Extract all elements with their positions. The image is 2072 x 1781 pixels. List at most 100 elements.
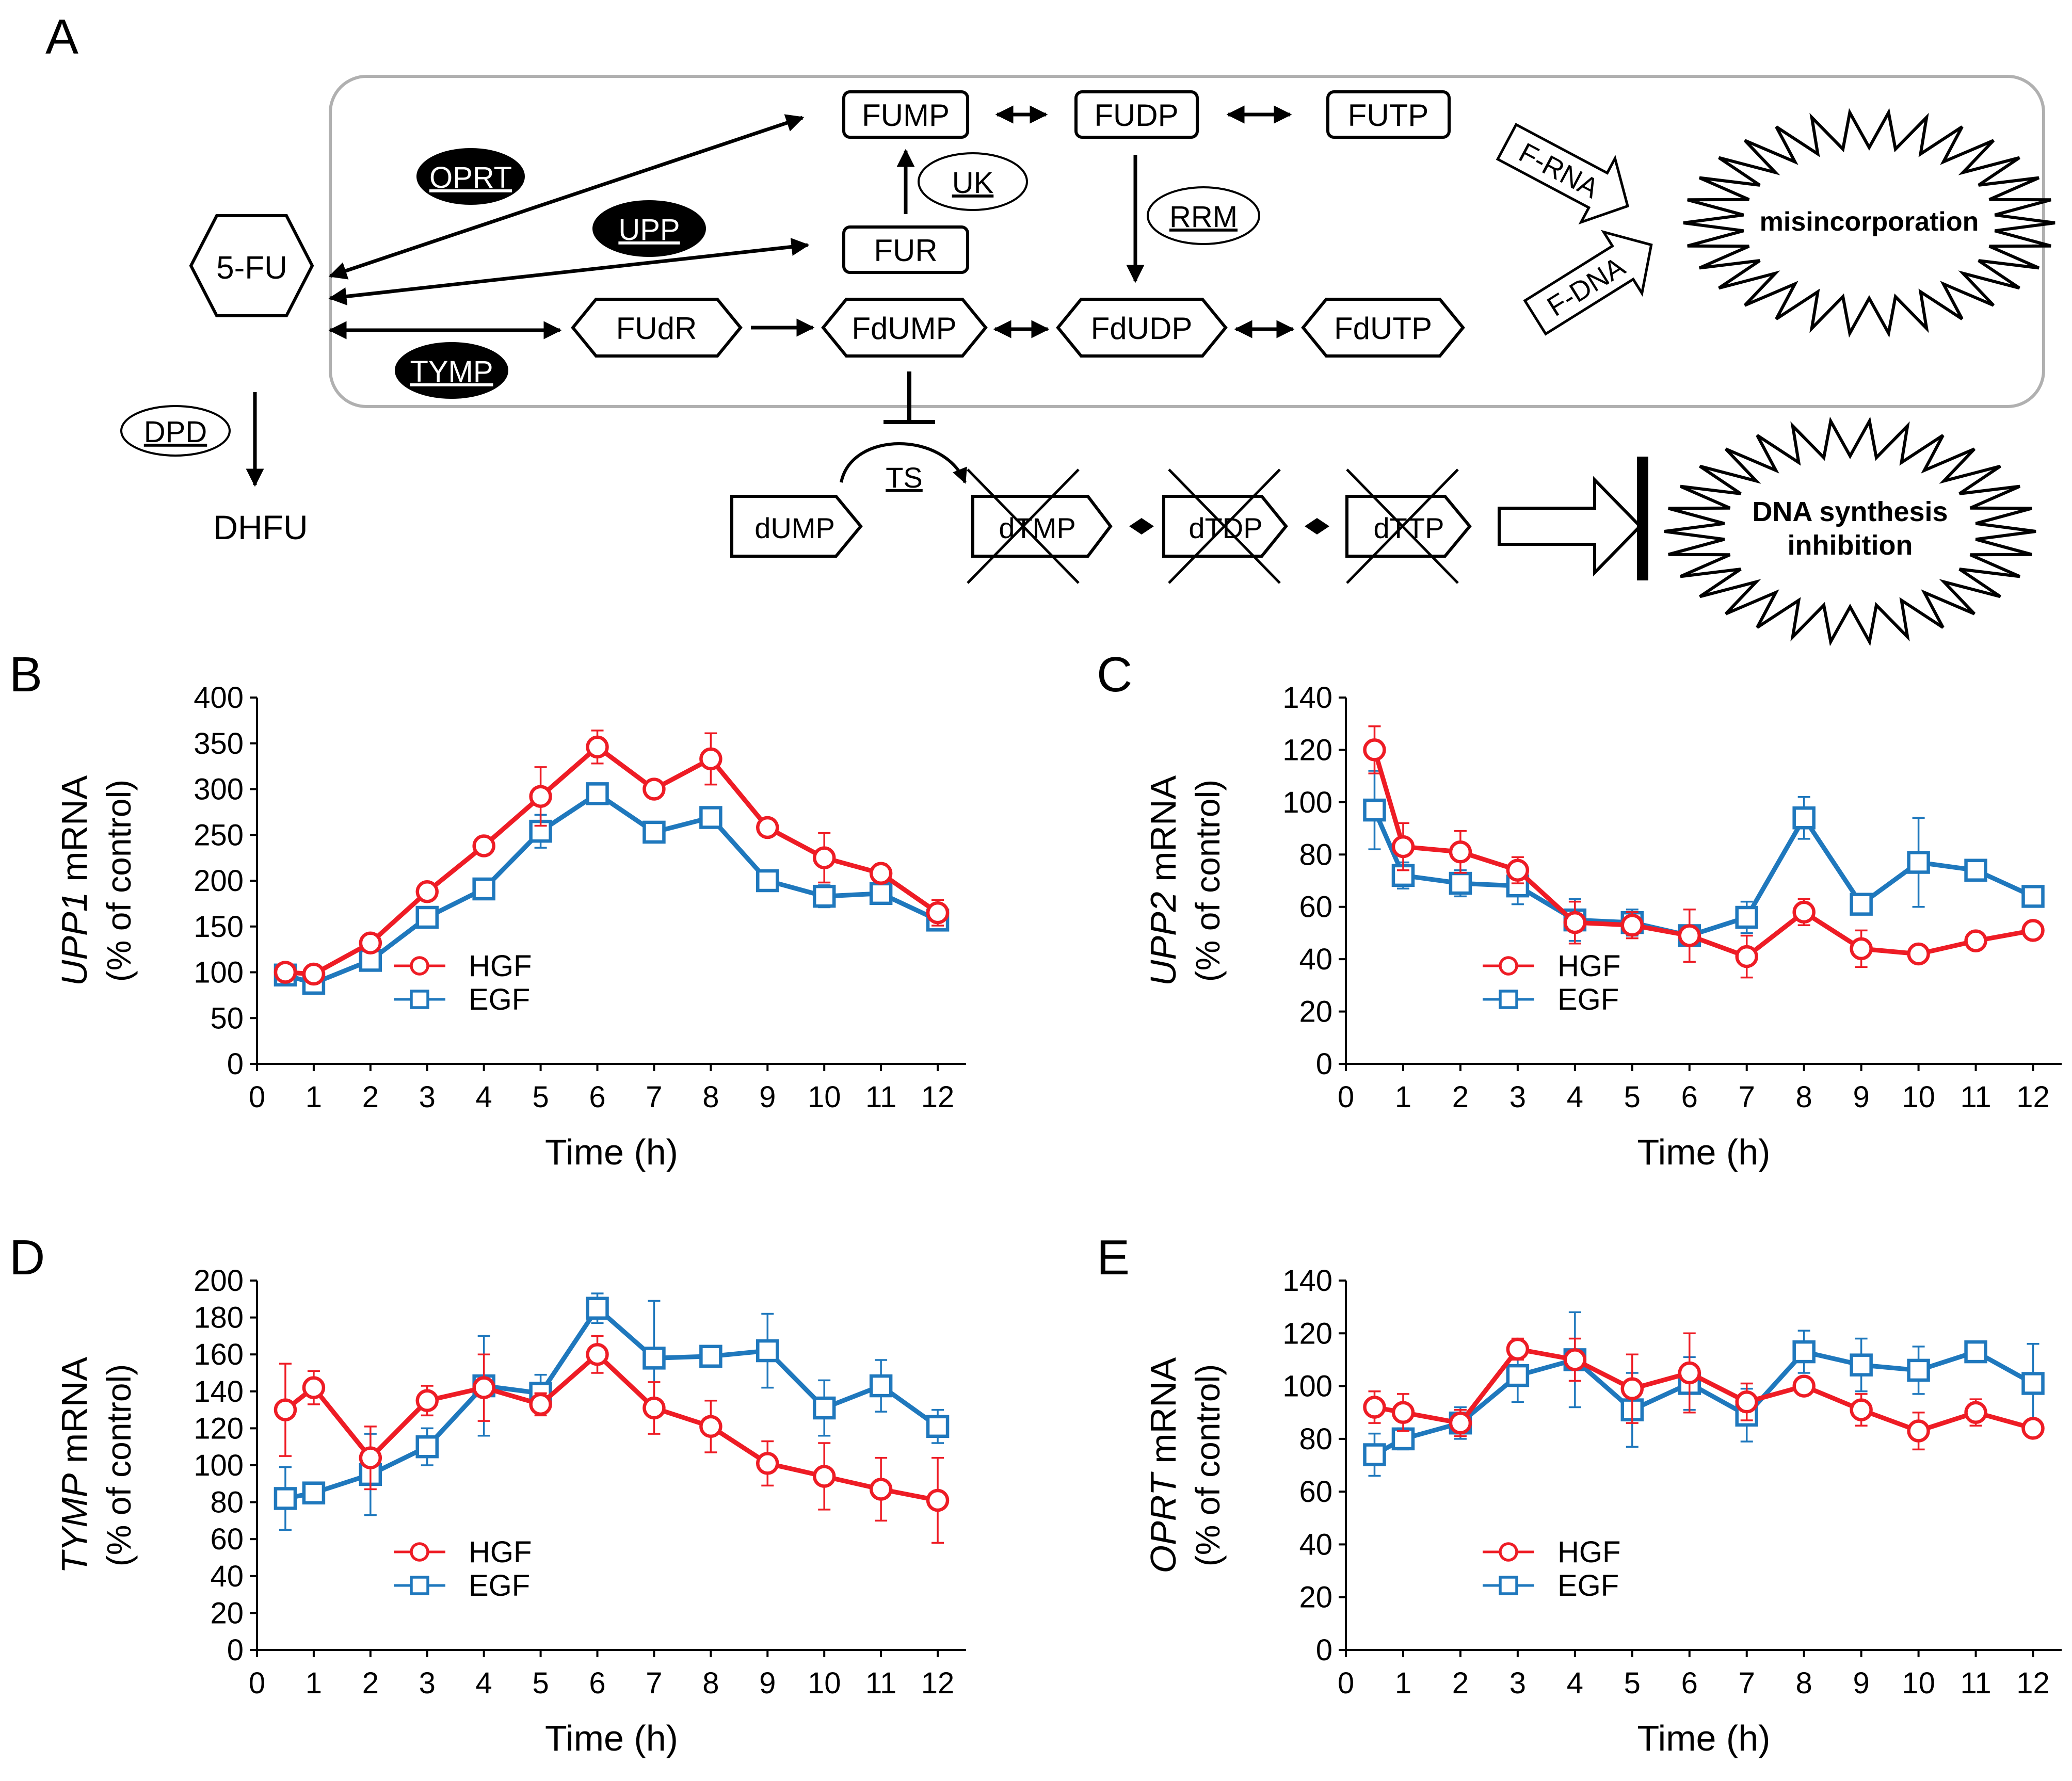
fump-label: FUMP — [862, 98, 950, 133]
legend-label: EGF — [1557, 1569, 1619, 1602]
data-point — [1907, 1358, 1930, 1382]
dpd-label: DPD — [144, 415, 207, 449]
upp-enzyme-oval — [592, 200, 706, 257]
dna-inhibition-burst — [1664, 416, 2036, 646]
legend-label: HGF — [469, 949, 532, 983]
dpd-enzyme-oval — [120, 405, 231, 457]
x-tick-label: 0 — [1338, 1666, 1354, 1700]
data-point — [1964, 859, 1987, 882]
data-point — [274, 1487, 297, 1510]
y-tick-label: 300 — [194, 773, 244, 806]
data-point — [1850, 1398, 1873, 1421]
y-tick-label: 80 — [210, 1486, 244, 1519]
y-tick-label: 50 — [210, 1001, 244, 1035]
x-tick-label: 2 — [362, 1080, 379, 1114]
series-egf — [274, 782, 950, 995]
x-tick-label: 4 — [476, 1080, 492, 1114]
y-tick-label: 120 — [194, 1412, 244, 1445]
data-point — [869, 882, 893, 905]
oprt-enzyme-oval — [416, 148, 525, 205]
data-point — [302, 1376, 326, 1399]
data-point — [1449, 840, 1472, 864]
gene-name: OPRT — [1143, 1471, 1183, 1573]
x-tick-label: 9 — [759, 1080, 776, 1114]
ts-curved-arrow — [840, 442, 967, 484]
data-point — [529, 785, 552, 808]
x-tick-label: 6 — [589, 1080, 605, 1114]
data-point — [1907, 942, 1930, 966]
data-point — [415, 1389, 439, 1412]
y-axis-suffix: mRNA — [54, 1357, 94, 1474]
rrm-enzyme-oval — [1147, 186, 1260, 245]
data-point — [756, 1339, 779, 1363]
y-tick-label: 200 — [194, 864, 244, 898]
data-point — [415, 1435, 439, 1459]
series-line — [1372, 809, 2034, 938]
fu5-label: 5-FU — [216, 250, 287, 286]
x-tick-label: 0 — [1338, 1080, 1354, 1114]
y-tick-label: 350 — [194, 727, 244, 760]
data-point — [643, 1396, 666, 1420]
y-tick-label: 100 — [194, 1449, 244, 1482]
y-tick-label: 180 — [194, 1301, 244, 1335]
y-tick-label: 20 — [210, 1596, 244, 1630]
x-axis-label: Time (h) — [1637, 1132, 1771, 1172]
series-hgf — [1363, 725, 2045, 979]
data-point — [1620, 1377, 1644, 1400]
data-point — [1506, 1364, 1530, 1387]
legend-label: EGF — [469, 983, 530, 1016]
x-tick-label: 0 — [249, 1080, 265, 1114]
data-point — [1964, 1401, 1987, 1424]
x-tick-label: 1 — [306, 1666, 322, 1700]
y-tick-label: 40 — [210, 1560, 244, 1593]
legend-label: HGF — [1557, 949, 1620, 983]
data-point — [302, 1481, 326, 1504]
misincorporation-label: misincorporation — [1760, 207, 1979, 237]
data-point — [415, 905, 439, 929]
y-tick-label: 0 — [1316, 1047, 1332, 1081]
panel-letter: E — [1097, 1230, 1130, 1285]
y-axis-label-2: (% of control) — [100, 780, 138, 982]
x-tick-label: 5 — [532, 1666, 549, 1700]
data-point — [1391, 1427, 1415, 1451]
series-hgf — [274, 1335, 950, 1544]
futp-label: FUTP — [1348, 98, 1429, 133]
dtmp-cross-b — [967, 468, 1080, 584]
x-tick-label: 7 — [1739, 1080, 1755, 1114]
dna-inhibition-line2: inhibition — [1788, 530, 1913, 561]
x-tick-label: 4 — [1567, 1666, 1583, 1700]
data-point — [869, 862, 893, 885]
gene-name: UPP1 — [54, 892, 94, 986]
data-point — [2021, 919, 2045, 942]
panel-a-letter: A — [45, 9, 78, 64]
dhfu-label: DHFU — [213, 508, 308, 546]
y-tick-label: 150 — [194, 910, 244, 944]
oprt-label: OPRT — [429, 161, 512, 195]
data-point — [1506, 859, 1530, 882]
x-tick-label: 11 — [865, 1080, 896, 1114]
y-tick-label: 140 — [1282, 681, 1332, 715]
data-point — [1792, 1340, 1816, 1364]
dna-inhibition-line1: DNA synthesis — [1752, 496, 1948, 527]
data-point — [359, 931, 382, 954]
dna-block-arrow — [1498, 476, 1643, 577]
legend-marker — [1499, 956, 1518, 976]
legend-marker — [1499, 1542, 1518, 1562]
data-point — [926, 1488, 950, 1512]
x-tick-label: 10 — [1902, 1080, 1935, 1114]
series-egf — [274, 1292, 950, 1531]
x-tick-label: 3 — [1509, 1666, 1526, 1700]
legend-marker — [410, 956, 429, 976]
frna-arrow: F-RNA — [1496, 123, 1629, 225]
x-axis-label: Time (h) — [1637, 1718, 1771, 1758]
data-point — [699, 806, 722, 829]
series-line — [284, 1351, 938, 1503]
y-tick-label: 400 — [194, 681, 244, 715]
series-line — [284, 790, 939, 986]
data-point — [643, 820, 666, 844]
dttp-label: dTTP — [1374, 512, 1444, 544]
data-point — [2021, 1417, 2045, 1440]
